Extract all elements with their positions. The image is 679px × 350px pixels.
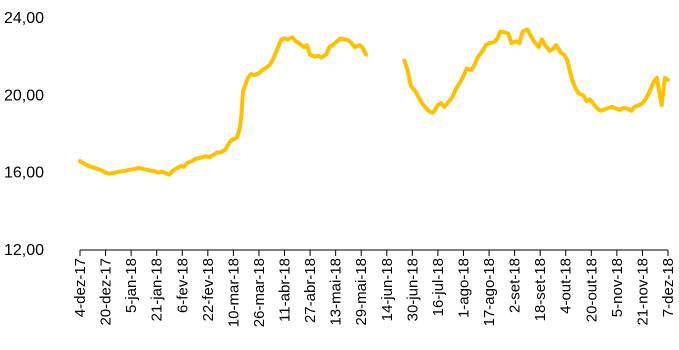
x-tick-label: 2-set-18	[507, 258, 524, 313]
x-tick-label: 5-nov-18	[609, 258, 626, 317]
y-tick-label: 24,00	[4, 10, 44, 27]
y-tick-label: 16,00	[4, 165, 44, 182]
x-tick-label: 27-abr-18	[302, 258, 319, 323]
y-axis: 12,00 16,00 20,00 24,00	[4, 10, 44, 259]
x-tick-label: 30-jun-18	[404, 258, 421, 321]
x-tick-label: 21-nov-18	[634, 258, 651, 326]
x-tick-label: 11-abr-18	[277, 258, 294, 322]
x-tick-label: 26-mar-18	[251, 258, 268, 327]
x-tick-label: 7-dez-18	[660, 258, 677, 317]
x-tick-label: 22-fev-18	[200, 258, 217, 321]
plot-area	[78, 27, 670, 177]
x-tick-label: 5-jan-18	[123, 258, 140, 313]
x-tick-label: 14-jun-18	[379, 258, 396, 321]
x-tick-label: 10-mar-18	[225, 258, 242, 327]
x-tick-label: 20-dez-17	[98, 258, 115, 326]
series-line-segment	[402, 27, 670, 115]
x-tick-label: 29-mai-18	[353, 258, 370, 326]
x-tick-label: 4-dez-17	[72, 258, 89, 317]
x-tick-label: 20-out-18	[583, 258, 600, 322]
x-tick-label: 13-mai-18	[328, 258, 345, 326]
x-tick-label: 4-out-18	[558, 258, 575, 314]
y-tick-label: 20,00	[4, 87, 44, 104]
x-tick-label: 1-ago-18	[455, 258, 472, 318]
x-tick-label: 16-jul-18	[430, 258, 447, 316]
x-tick-label: 17-ago-18	[481, 258, 498, 326]
y-tick-label: 12,00	[4, 242, 44, 259]
x-tick-label: 21-jan-18	[149, 258, 166, 321]
x-tick-label: 6-fev-18	[174, 258, 191, 313]
x-tick-label: 18-set-18	[532, 258, 549, 321]
x-axis: 4-dez-17 20-dez-17 5-jan-18 21-jan-18 6-fev-…	[72, 249, 677, 327]
series-line-segment	[78, 35, 368, 177]
